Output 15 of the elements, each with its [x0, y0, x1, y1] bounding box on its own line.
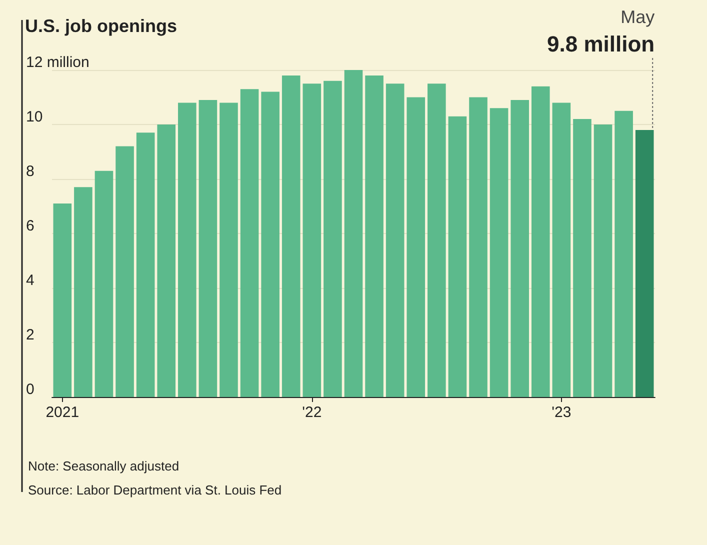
chart-title: U.S. job openings — [25, 16, 177, 36]
source-note: Source: Labor Department via St. Louis Fed — [28, 482, 282, 498]
y-tick-label: 8 — [26, 163, 34, 180]
x-tick-label: '22 — [302, 404, 322, 421]
x-tick-label: 2021 — [46, 404, 80, 421]
text: Note: Seasonally adjusted — [28, 458, 180, 474]
data-label: 9.8 million — [547, 32, 655, 56]
y-tick-label: 2 — [26, 326, 34, 344]
y-tick-label: 6 — [26, 218, 34, 234]
text: May — [620, 7, 655, 27]
y-tick-label: 12 million — [26, 54, 90, 71]
x-tick-label: '23 — [552, 404, 572, 421]
y-tick-label: 4 — [26, 272, 34, 289]
y-tick-label: 0 — [26, 381, 34, 398]
y-tick-label: 10 — [26, 108, 43, 126]
